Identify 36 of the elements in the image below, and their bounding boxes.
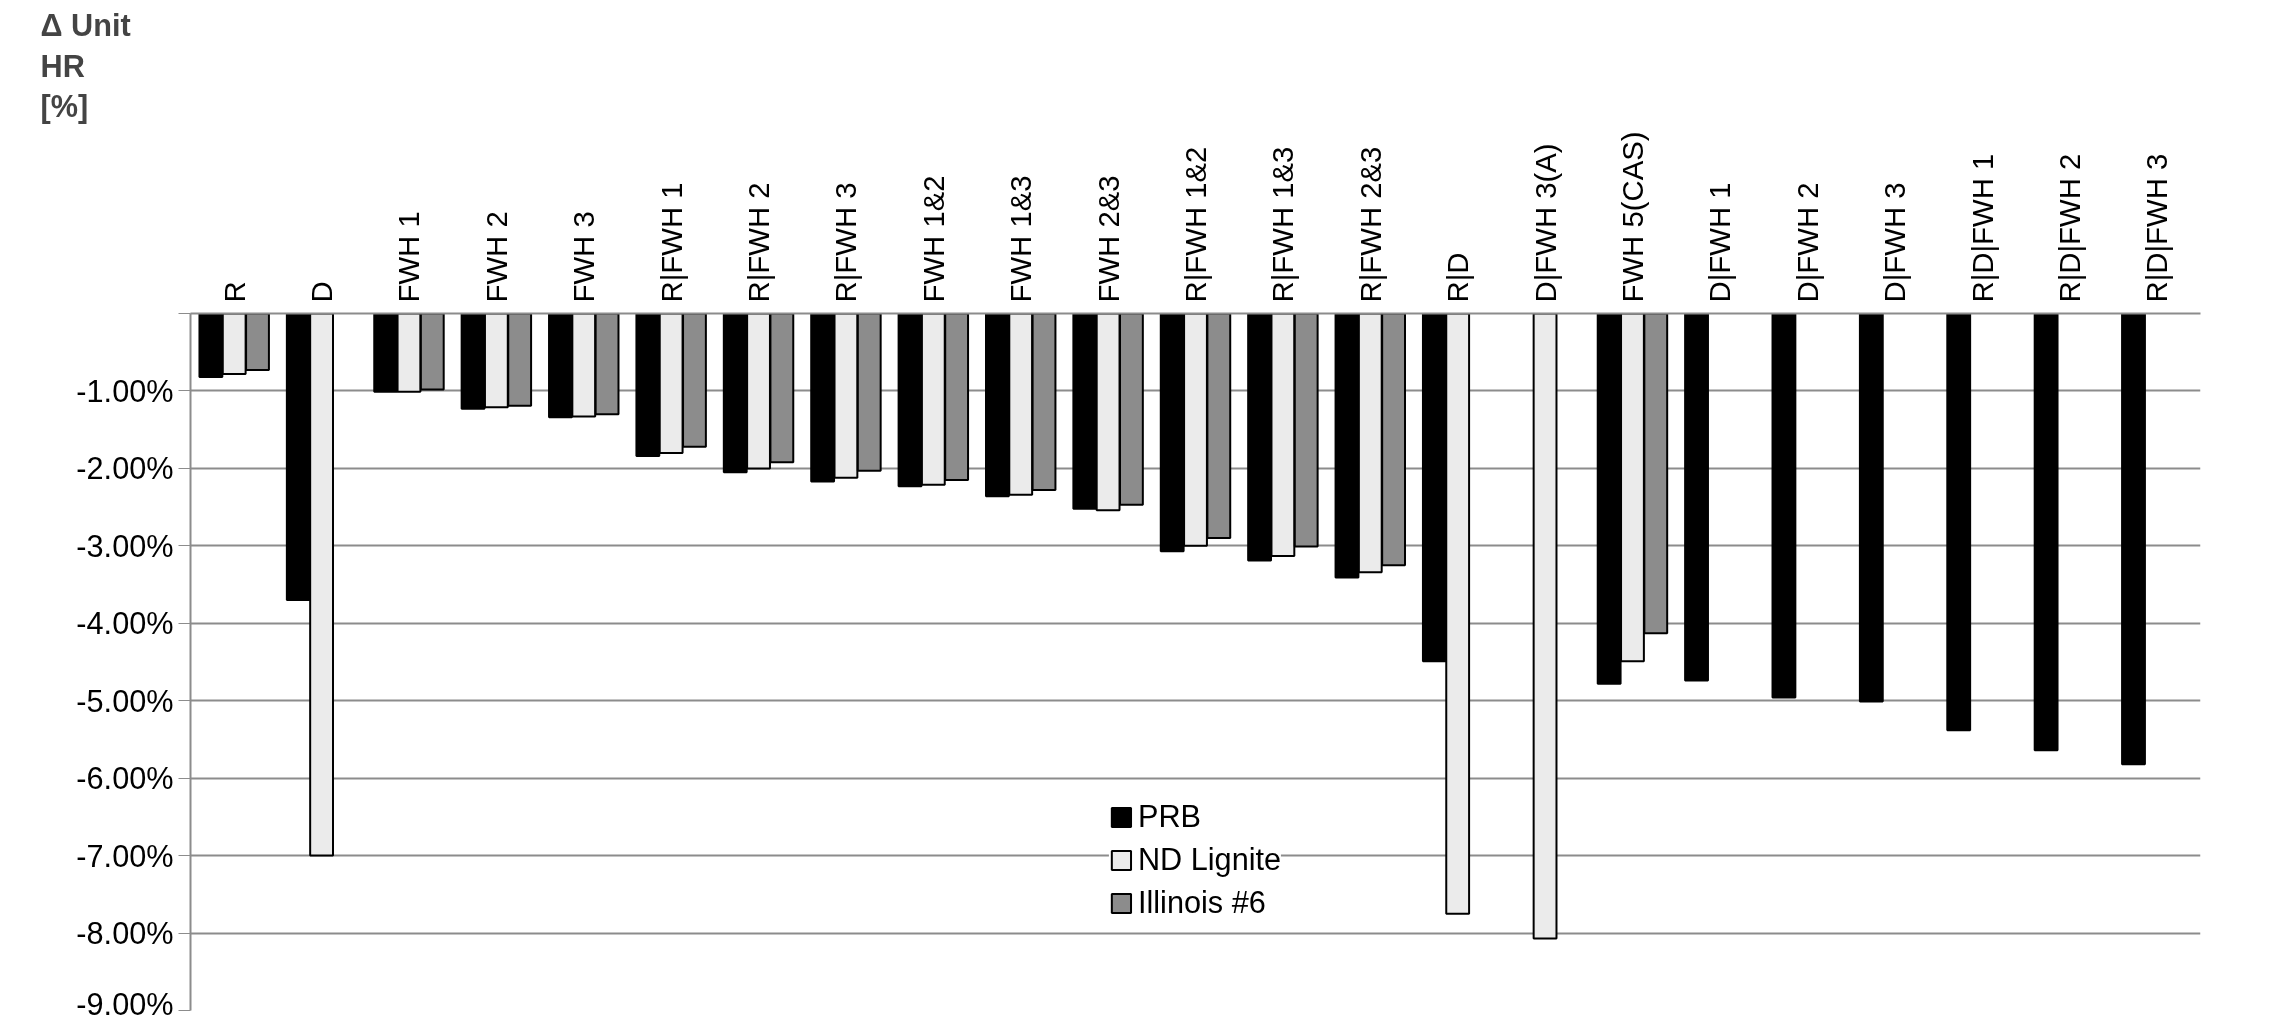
x-tick-label: R|FWH 2: [742, 182, 776, 303]
x-tick-label: D|FWH 3(A): [1528, 143, 1562, 303]
y-tick-label: -5.00%: [76, 683, 174, 718]
x-tick-label: R|FWH 3: [829, 182, 863, 303]
y-tick-label: -3.00%: [76, 528, 174, 563]
y-tick-label: -7.00%: [76, 838, 174, 873]
y-tick-label: -2.00%: [76, 451, 174, 486]
x-tick-label: R|FWH 2&3: [1353, 146, 1387, 303]
y-tick-label: -6.00%: [76, 761, 174, 796]
x-tick-label: FWH 2: [479, 211, 513, 303]
x-tick-label: R|FWH 1&3: [1266, 146, 1300, 303]
x-tick-label: FWH 1: [392, 211, 426, 303]
y-axis-title: Δ Unit HR [%]: [40, 7, 131, 125]
x-tick-label: R|D|FWH 3: [2140, 153, 2174, 303]
x-tick-label: FWH 2&3: [1091, 175, 1125, 303]
x-tick-label: D|FWH 2: [1790, 182, 1824, 303]
x-tick-label: R|FWH 1&2: [1179, 146, 1212, 303]
y-tick-label: -1.00%: [76, 373, 174, 408]
x-tick-label: FWH 1&3: [1004, 175, 1038, 303]
x-tick-label: R|D|FWH 2: [2052, 153, 2086, 303]
y-tick-label: -8.00%: [76, 916, 174, 951]
x-tick-label: R: [217, 281, 251, 303]
legend-label: PRB: [1137, 799, 1201, 834]
x-tick-label: D|FWH 3: [1878, 182, 1912, 303]
y-tick-label: -4.00%: [76, 606, 174, 641]
x-tick-label: R|D: [1441, 252, 1475, 303]
x-tick-label: R|FWH 1: [654, 182, 688, 303]
x-tick-label: D|FWH 1: [1703, 182, 1737, 303]
x-tick-label: D: [305, 281, 339, 303]
x-tick-label: FWH 1&2: [916, 175, 950, 303]
legend-label: ND Lignite: [1137, 842, 1282, 877]
legend-label: Illinois #6: [1137, 885, 1266, 920]
x-tick-label: FWH 5(CAS): [1615, 131, 1649, 303]
x-tick-label: R|D|FWH 1: [1965, 153, 1999, 303]
y-tick-label: -9.00%: [76, 986, 174, 1021]
x-tick-label: FWH 3: [567, 211, 601, 303]
